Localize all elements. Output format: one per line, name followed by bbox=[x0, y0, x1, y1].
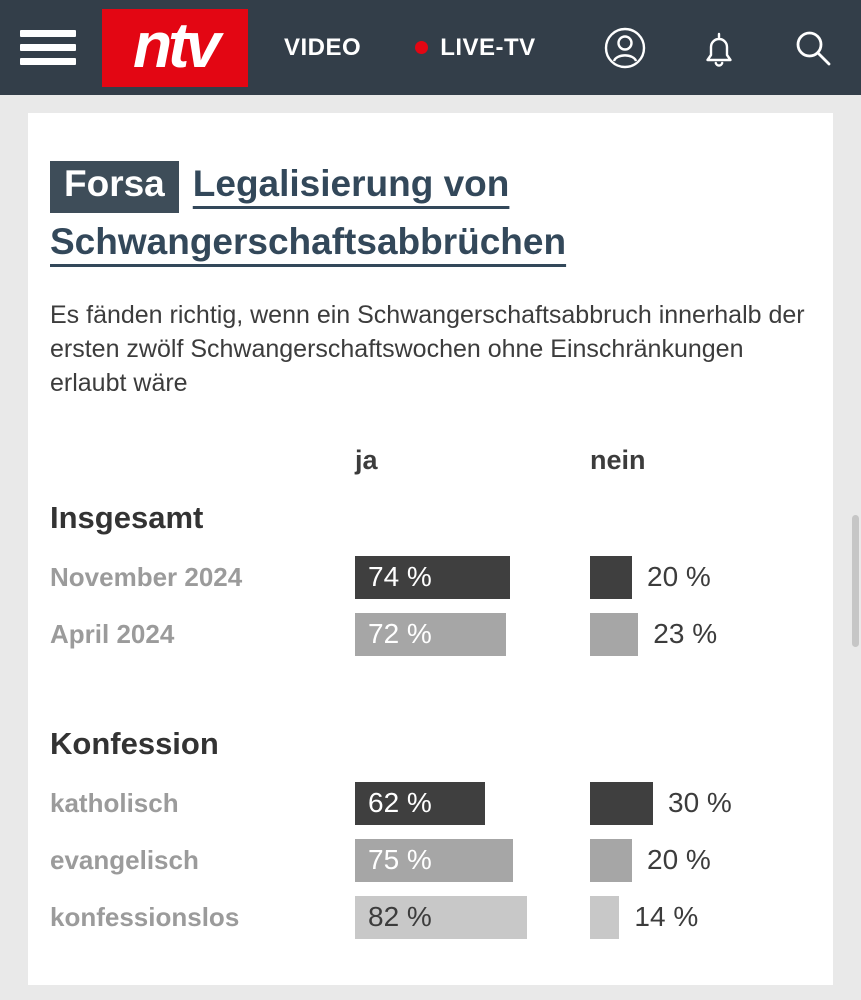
nein-cell: 14 % bbox=[590, 895, 811, 939]
menu-icon[interactable] bbox=[20, 30, 76, 65]
nein-bar bbox=[590, 555, 632, 599]
group-heading: Insgesamt bbox=[50, 499, 204, 535]
nein-cell: 30 % bbox=[590, 781, 811, 825]
chart-group: Konfession katholisch 62 % 30 % evangelisch 7… bbox=[50, 726, 811, 939]
row-label: evangelisch bbox=[50, 844, 199, 875]
ntv-logo[interactable]: ntv bbox=[102, 8, 248, 87]
nein-cell: 23 % bbox=[590, 612, 811, 656]
notifications-icon[interactable] bbox=[697, 26, 741, 70]
nein-bar bbox=[590, 838, 632, 882]
row-label: April 2024 bbox=[50, 618, 175, 649]
nein-bar bbox=[590, 781, 653, 825]
nein-value: 23 % bbox=[653, 618, 718, 650]
ja-cell: 82 % bbox=[355, 895, 590, 939]
row-label: November 2024 bbox=[50, 561, 243, 592]
article-title[interactable]: Forsa Legalisierung von Schwangerschaftsa… bbox=[50, 155, 811, 270]
ja-cell: 74 % bbox=[355, 555, 590, 599]
search-icon[interactable] bbox=[791, 26, 835, 70]
nein-cell: 20 % bbox=[590, 838, 811, 882]
column-header-nein: nein bbox=[590, 444, 646, 475]
ja-bar: 74 % bbox=[355, 555, 511, 599]
nav-live-tv[interactable]: LIVE-TV bbox=[415, 34, 536, 62]
chart-row: katholisch 62 % 30 % bbox=[50, 781, 811, 825]
ja-cell: 75 % bbox=[355, 838, 590, 882]
scrollbar-thumb[interactable] bbox=[852, 515, 859, 647]
nein-cell: 20 % bbox=[590, 555, 811, 599]
row-label: konfessionslos bbox=[50, 901, 240, 932]
ja-bar: 62 % bbox=[355, 781, 486, 825]
ja-cell: 62 % bbox=[355, 781, 590, 825]
nein-value: 14 % bbox=[634, 901, 699, 933]
chart-row: November 2024 74 % 20 % bbox=[50, 555, 811, 599]
chart-groups: Insgesamt November 2024 74 % 20 % April 2024… bbox=[50, 500, 811, 939]
nein-bar bbox=[590, 895, 620, 939]
header-icons bbox=[603, 26, 835, 70]
column-header-ja: ja bbox=[355, 444, 378, 475]
chart-group: Insgesamt November 2024 74 % 20 % April 2024… bbox=[50, 500, 811, 656]
menu-bar bbox=[20, 58, 76, 65]
top-nav: ntv VIDEO LIVE-TV bbox=[0, 0, 861, 95]
group-heading: Konfession bbox=[50, 725, 219, 761]
article-card: Forsa Legalisierung von Schwangerschaftsa… bbox=[28, 113, 833, 985]
nein-value: 20 % bbox=[647, 561, 711, 593]
chart-row: evangelisch 75 % 20 % bbox=[50, 838, 811, 882]
nein-value: 20 % bbox=[647, 844, 711, 876]
chart-row: konfessionslos 82 % 14 % bbox=[50, 895, 811, 939]
nav-live-tv-label: LIVE-TV bbox=[440, 33, 536, 61]
chart-row: April 2024 72 % 23 % bbox=[50, 612, 811, 656]
nein-value: 30 % bbox=[668, 787, 732, 819]
row-label: katholisch bbox=[50, 787, 179, 818]
article-description: Es fänden richtig, wenn ein Schwangersch… bbox=[50, 300, 805, 398]
ja-bar: 75 % bbox=[355, 838, 513, 882]
primary-nav: VIDEO LIVE-TV bbox=[284, 34, 536, 62]
poll-chart: ja nein Insgesamt November 2024 74 % 20 % Ap… bbox=[50, 445, 811, 939]
ja-bar: 72 % bbox=[355, 612, 507, 656]
nein-bar bbox=[590, 612, 639, 656]
menu-bar bbox=[20, 30, 76, 37]
chart-column-headers: ja nein bbox=[50, 445, 811, 476]
live-dot-icon bbox=[415, 41, 429, 54]
menu-bar bbox=[20, 44, 76, 51]
article-title-text: Legalisierung von Schwangerschaftsabbrüc… bbox=[50, 163, 567, 262]
ja-cell: 72 % bbox=[355, 612, 590, 656]
kicker-badge: Forsa bbox=[50, 161, 179, 213]
nav-video[interactable]: VIDEO bbox=[284, 33, 362, 61]
ja-bar: 82 % bbox=[355, 895, 528, 939]
profile-icon[interactable] bbox=[603, 26, 647, 70]
